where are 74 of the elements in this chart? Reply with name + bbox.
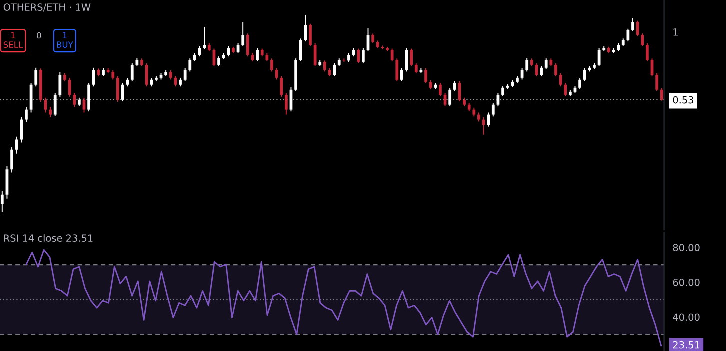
candlestick bbox=[242, 22, 245, 47]
candlestick bbox=[184, 68, 187, 82]
y-tick-label: 80.00 bbox=[673, 244, 700, 252]
candlestick bbox=[0, 190, 4, 213]
candlestick bbox=[34, 67, 38, 88]
candlestick bbox=[540, 66, 543, 77]
y-tick-label: 60.00 bbox=[673, 278, 700, 286]
candlestick bbox=[390, 48, 394, 62]
candlestick bbox=[583, 68, 586, 82]
candlestick bbox=[646, 42, 649, 62]
candlestick bbox=[246, 33, 250, 58]
candlestick bbox=[188, 58, 192, 72]
candlestick bbox=[112, 70, 115, 80]
candlestick bbox=[424, 68, 428, 84]
candlestick bbox=[116, 76, 120, 102]
y-tick-label: 40.00 bbox=[673, 314, 700, 322]
candlestick bbox=[554, 63, 558, 77]
candlestick bbox=[410, 48, 414, 67]
candlestick bbox=[492, 102, 495, 118]
candlestick bbox=[92, 67, 96, 88]
candlestick bbox=[284, 92, 288, 116]
candlestick bbox=[453, 80, 456, 92]
annotation: 1 SELL bbox=[4, 32, 24, 48]
annotation: 0 bbox=[37, 32, 42, 39]
candlestick bbox=[632, 18, 634, 32]
candlestick bbox=[502, 86, 504, 97]
candlestick bbox=[544, 58, 548, 70]
candlestick bbox=[372, 33, 375, 44]
candlestick bbox=[256, 48, 259, 62]
candlestick bbox=[218, 56, 220, 67]
y-tick-label: 1 bbox=[674, 28, 678, 36]
candlestick bbox=[400, 68, 404, 82]
candlestick bbox=[333, 63, 336, 77]
annotation: 1 BUY bbox=[57, 32, 74, 48]
candlestick bbox=[25, 106, 28, 123]
candlestick bbox=[357, 48, 360, 64]
candlestick bbox=[304, 14, 308, 42]
candlestick bbox=[636, 20, 640, 37]
candlestick bbox=[414, 63, 418, 74]
candlestick bbox=[280, 76, 284, 98]
candlestick bbox=[49, 106, 52, 118]
chart-title: OTHERS/ETH · 1W bbox=[4, 4, 91, 12]
candlestick bbox=[169, 70, 172, 80]
candlestick bbox=[660, 88, 664, 102]
candlestick bbox=[227, 46, 230, 58]
candlestick bbox=[526, 58, 529, 72]
candlestick bbox=[564, 82, 568, 97]
text: 23.51 bbox=[673, 341, 700, 349]
candlestick bbox=[362, 48, 365, 64]
candlestick bbox=[203, 26, 206, 50]
candlestick bbox=[396, 58, 399, 82]
candlestick bbox=[145, 63, 148, 88]
candlestick bbox=[578, 78, 582, 90]
candlestick bbox=[478, 112, 480, 122]
candlestick bbox=[323, 60, 326, 72]
candlestick bbox=[130, 63, 134, 82]
candlestick bbox=[270, 58, 274, 72]
candlestick bbox=[309, 23, 312, 47]
candlestick bbox=[439, 82, 442, 97]
candlestick bbox=[448, 88, 452, 108]
candlestick bbox=[487, 112, 490, 128]
candlestick bbox=[54, 92, 57, 117]
chart-title: RSI 14 close 23.51 bbox=[4, 234, 93, 242]
candlestick bbox=[626, 28, 630, 42]
candlestick bbox=[10, 146, 14, 174]
candlestick bbox=[58, 72, 62, 98]
candlestick bbox=[15, 136, 18, 154]
y-tick-label: 0.53 bbox=[673, 96, 694, 104]
candlestick bbox=[73, 92, 76, 108]
line-series bbox=[26, 249, 662, 347]
candlestick bbox=[641, 33, 644, 47]
candlestick bbox=[20, 116, 24, 144]
candlestick bbox=[656, 72, 659, 92]
candlestick bbox=[299, 38, 302, 62]
